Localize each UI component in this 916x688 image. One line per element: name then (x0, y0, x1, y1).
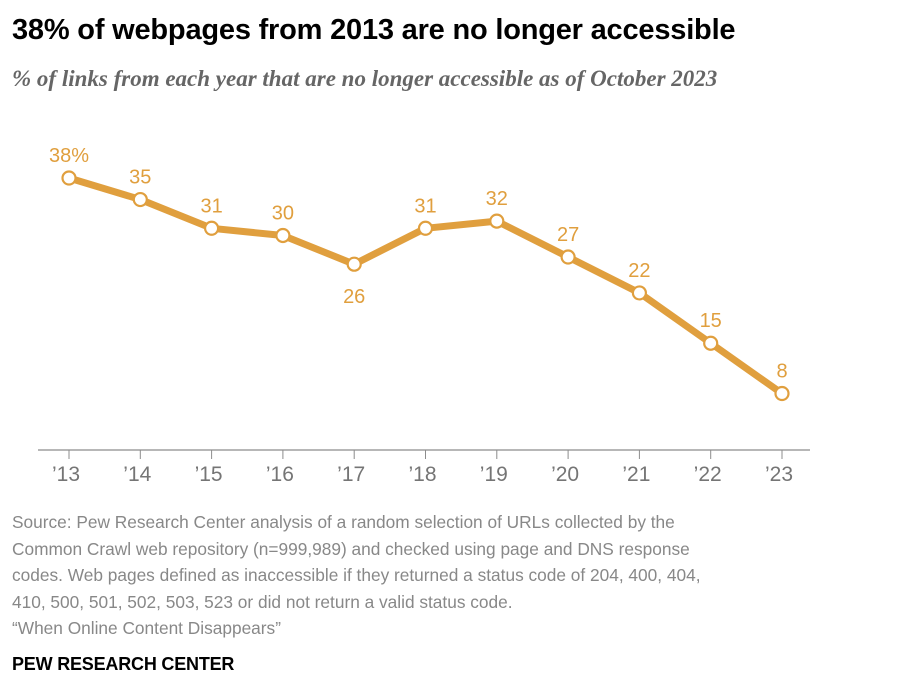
note-line: 410, 500, 501, 502, 503, 523 or did not … (12, 591, 513, 612)
data-point-marker (560, 249, 576, 265)
data-label: 26 (343, 286, 365, 308)
x-tick-label: ’14 (123, 463, 151, 486)
data-point-marker (132, 191, 148, 208)
x-tick-label: ’13 (52, 463, 80, 486)
data-point-marker (631, 285, 648, 301)
x-tick-label: ’23 (765, 463, 793, 486)
data-point-marker (275, 227, 291, 244)
line-chart: ’13’14’15’16’17’18’19’20’21’22’23 38%353… (38, 145, 810, 486)
data-point-marker (204, 220, 220, 236)
data-label: 8 (776, 361, 787, 383)
data-point-marker (417, 220, 434, 236)
source-note: Source: Pew Research Center analysis of … (12, 509, 872, 642)
x-tick-label: ’20 (551, 463, 579, 486)
data-label: 32 (486, 188, 508, 210)
data-labels: 38% 35 31 30 26 31 32 27 22 15 8 (49, 145, 788, 383)
data-label: 31 (414, 195, 436, 217)
data-point-marker (774, 385, 790, 402)
data-point-marker (61, 170, 77, 186)
note-line: Source: Pew Research Center analysis of … (12, 512, 675, 532)
data-label: 35 (129, 167, 151, 189)
x-tick-label: ’21 (622, 463, 650, 486)
data-label: 22 (628, 260, 650, 282)
report-title: “When Online Content Disappears” (12, 618, 281, 639)
data-point-marker (489, 213, 505, 229)
note-line: codes. Web pages defined as inaccessible… (12, 565, 701, 586)
x-tick-label: ’17 (337, 463, 365, 486)
x-tick-label: ’15 (195, 463, 223, 486)
x-tick-label: ’22 (694, 463, 722, 486)
data-label: 31 (200, 195, 222, 217)
data-label: 27 (557, 224, 579, 246)
pew-logo-text: PEW RESEARCH CENTER (12, 654, 235, 674)
x-tick-label: ’18 (408, 463, 436, 486)
x-axis: ’13 ’14 ’15 ’16 ’17 ’18 ’19 ’20 ’21 ’22 ’23 (38, 449, 810, 486)
x-tick-label: ’16 (266, 463, 294, 486)
chart-subtitle: % of links from each year that are no lo… (12, 66, 718, 91)
data-markers (61, 170, 790, 402)
data-label: 30 (272, 202, 294, 224)
chart-title: 38% of webpages from 2013 are no longer … (12, 14, 736, 46)
note-line: Common Crawl web repository (n=999,989) … (12, 538, 690, 559)
data-label: 15 (700, 310, 722, 332)
data-point-marker (703, 335, 719, 351)
data-point-marker (346, 256, 362, 272)
data-label: 38% (49, 145, 89, 167)
x-tick-label: ’19 (480, 463, 508, 486)
